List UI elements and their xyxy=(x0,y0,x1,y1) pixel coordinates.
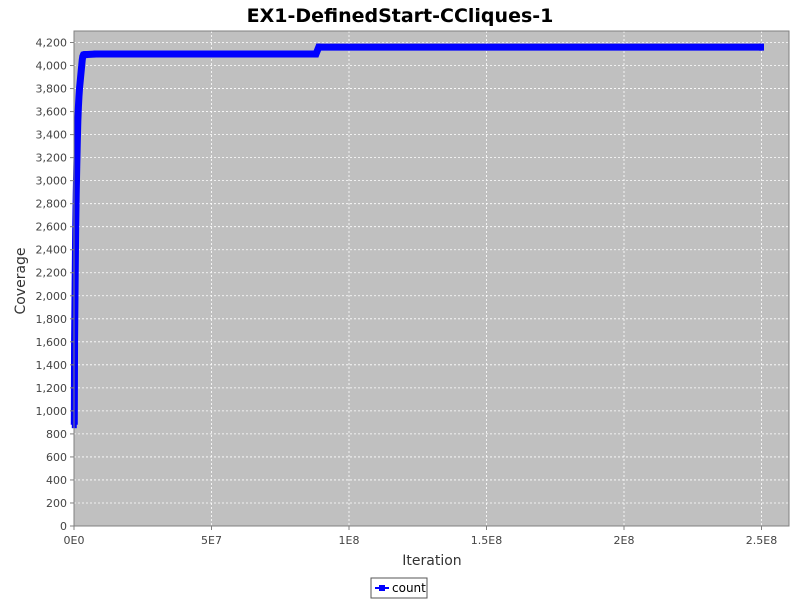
x-tick-label: 1E8 xyxy=(339,534,360,547)
y-tick-label: 4,200 xyxy=(36,37,68,50)
x-tick-label: 2.5E8 xyxy=(746,534,777,547)
y-tick-label: 3,200 xyxy=(36,152,68,165)
plot-border xyxy=(73,30,790,527)
data-point xyxy=(76,93,82,101)
y-tick-label: 1,600 xyxy=(36,336,68,349)
data-point xyxy=(75,103,81,111)
y-tick-label: 2,200 xyxy=(36,267,68,280)
y-tick-label: 3,400 xyxy=(36,129,68,142)
plot-background xyxy=(74,31,789,526)
legend-box xyxy=(370,577,428,599)
plot-area xyxy=(70,30,790,527)
data-point xyxy=(77,79,83,87)
y-tick-label: 400 xyxy=(46,474,67,487)
y-tick-label: 4,000 xyxy=(36,60,68,73)
y-tick-label: 1,000 xyxy=(36,405,68,418)
chart-title: EX1-DefinedStart-CCliques-1 xyxy=(247,5,554,27)
data-point xyxy=(93,50,99,58)
y-tick-label: 1,800 xyxy=(36,313,68,326)
series-layer xyxy=(70,43,764,429)
y-tick-label: 0 xyxy=(60,520,67,533)
y-tick-label: 2,400 xyxy=(36,244,68,257)
y-tick-label: 3,000 xyxy=(36,175,68,188)
data-point xyxy=(72,280,78,288)
data-point xyxy=(313,50,319,58)
grid-lines xyxy=(73,31,789,527)
data-point xyxy=(72,340,78,348)
x-tick-label: 2E8 xyxy=(614,534,635,547)
x-tick-label: 0E0 xyxy=(64,534,85,547)
legend-marker xyxy=(379,585,385,591)
data-point xyxy=(316,43,322,51)
x-tick-label: 1.5E8 xyxy=(471,534,502,547)
data-point xyxy=(73,227,79,235)
y-tick-label: 800 xyxy=(46,428,67,441)
y-tick-label: 1,200 xyxy=(36,382,68,395)
y-tick-label: 2,000 xyxy=(36,290,68,303)
y-axis-label: Coverage xyxy=(13,247,29,314)
data-point xyxy=(82,51,88,59)
legend: count xyxy=(370,577,428,599)
y-tick-label: 200 xyxy=(46,497,67,510)
y-tick-label: 600 xyxy=(46,451,67,464)
y-tick-label: 2,800 xyxy=(36,198,68,211)
data-point xyxy=(79,62,85,70)
data-point xyxy=(77,85,82,93)
x-axis-label: Iteration xyxy=(402,553,461,569)
data-point xyxy=(75,117,81,125)
x-axis: 0E0 5E7 1E8 1.5E8 2E8 2.5E8 xyxy=(64,526,777,547)
data-point xyxy=(759,43,764,51)
x-tick-label: 5E7 xyxy=(201,534,222,547)
legend-label: count xyxy=(392,581,426,595)
data-point xyxy=(78,73,84,81)
y-tick-label: 2,600 xyxy=(36,221,68,234)
data-point xyxy=(78,67,84,75)
data-point xyxy=(74,163,80,171)
y-tick-label: 1,400 xyxy=(36,359,68,372)
y-tick-label: 3,800 xyxy=(36,83,68,96)
data-point xyxy=(74,138,80,146)
data-point xyxy=(73,190,79,198)
y-tick-label: 3,600 xyxy=(36,106,68,119)
y-axis: 0 200 400 600 800 1,000 1,200 1,400 1,600 1,800 2,… xyxy=(36,37,74,533)
